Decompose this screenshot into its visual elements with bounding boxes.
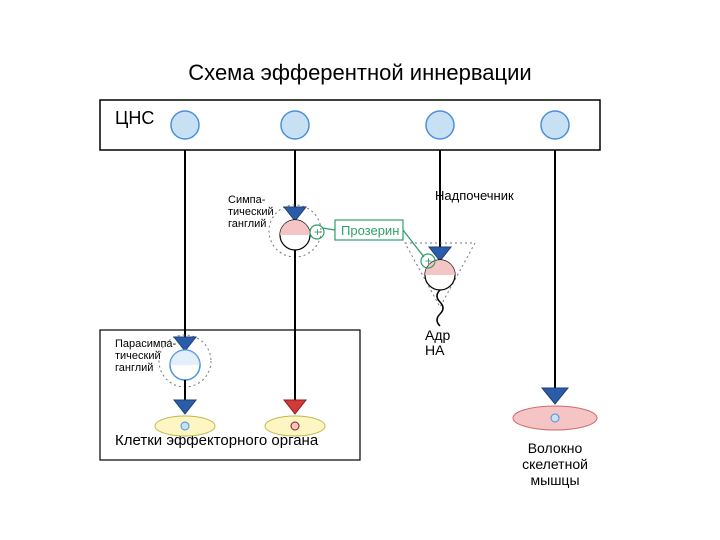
adr-na-label: Адр [425, 327, 451, 343]
symp-ganglion-label: тический [228, 206, 274, 218]
symp-ganglion-label: ганглий [228, 218, 266, 230]
plus-icon: + [425, 254, 432, 268]
adr-na-label: НА [425, 342, 445, 358]
diagram-title: Схема эфферентной иннервации [188, 60, 531, 85]
skeletal-muscle-label: мышцы [531, 472, 580, 488]
cns-soma [171, 111, 199, 139]
parasymp-ganglion-label: Парасимпа- [115, 338, 177, 350]
plus-icon: + [314, 225, 321, 239]
parasymp-ganglion-label: тический [115, 350, 161, 362]
symp-ganglion-label: Симпа- [228, 194, 266, 206]
cns-label: ЦНС [115, 108, 154, 128]
parasymp-ganglion-label: ганглий [115, 362, 153, 374]
cns-soma [426, 111, 454, 139]
adrenal-label: Надпочечник [435, 188, 514, 203]
cns-soma [541, 111, 569, 139]
cns-soma [281, 111, 309, 139]
skeletal-muscle-label: скелетной [522, 456, 588, 472]
drug-label: Прозерин [341, 223, 399, 238]
skeletal-muscle-label: Волокно [528, 440, 583, 456]
